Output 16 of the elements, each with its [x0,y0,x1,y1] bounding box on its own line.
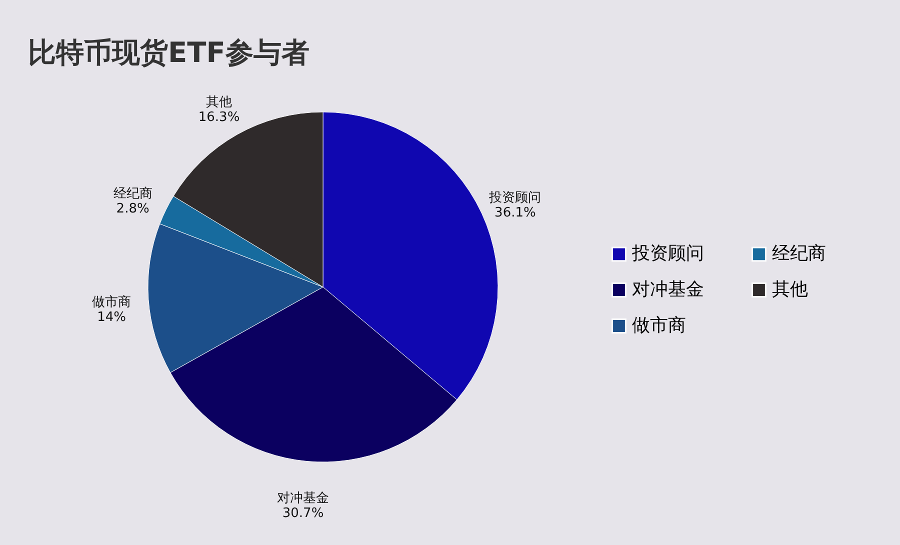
slice-label: 做市商 [92,294,132,310]
slice-label: 其他 [206,95,232,110]
slice-label: 投资顾问 [488,190,542,206]
data-label: 16.3% [198,110,240,126]
slice-label: 经纪商 [113,186,152,202]
slice-label: 对冲基金 [277,491,330,506]
data-label: 36.1% [494,206,536,221]
legend-label: 经纪商 [772,243,826,264]
data-label: 30.7% [282,506,324,522]
legend-label: 其他 [772,279,808,300]
legend-label: 做市商 [632,315,686,336]
data-label: 14% [97,310,126,325]
legend-label: 投资顾问 [631,243,704,264]
data-label: 2.8% [116,201,150,216]
chart-title: 比特币现货ETF参与者 [28,36,310,69]
legend-label: 对冲基金 [632,279,704,300]
